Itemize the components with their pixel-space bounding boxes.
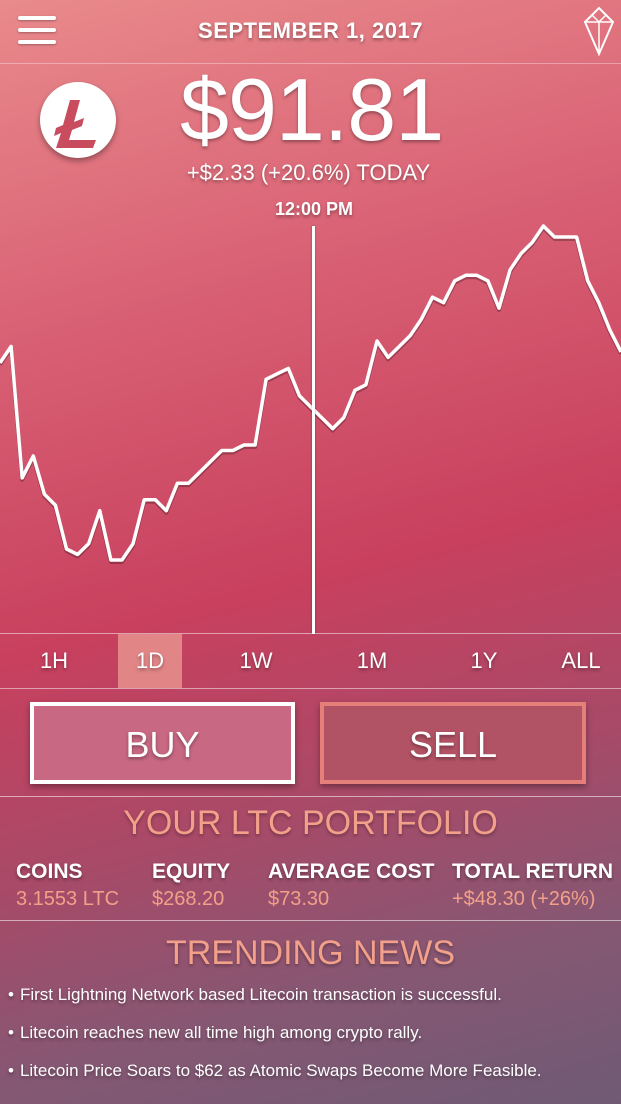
stat-label: EQUITY — [152, 860, 231, 883]
news-item[interactable]: Litecoin reaches new all time high among… — [8, 1023, 621, 1061]
price-series-line — [0, 224, 621, 562]
diamond-icon[interactable] — [583, 6, 615, 56]
stat-total-return: TOTAL RETURN +$48.30 (+26%) — [452, 860, 613, 911]
tab-1h[interactable]: 1H — [39, 648, 69, 673]
buy-button[interactable]: BUY — [30, 702, 295, 784]
price-change: +$2.33 (+20.6%) TODAY — [186, 160, 431, 185]
tab-1y[interactable]: 1Y — [470, 648, 498, 673]
stat-value: 3.1553 LTC — [16, 888, 120, 910]
stat-coins: COINS 3.1553 LTC — [16, 860, 119, 911]
news-item[interactable]: Litecoin Price Soars to $62 as Atomic Sw… — [8, 1061, 621, 1099]
selected-time-label: 12:00 PM — [274, 199, 354, 219]
price-chart[interactable] — [0, 220, 621, 634]
news-list: First Lightning Network based Litecoin t… — [8, 985, 621, 1099]
time-range-tabs: 1H 1D 1W 1M 1Y ALL — [0, 633, 621, 689]
stat-average-cost: AVERAGE COST $73.30 — [268, 860, 434, 911]
news-title: TRENDING NEWS — [166, 934, 455, 972]
stat-value: +$48.30 (+26%) — [452, 888, 596, 910]
tab-1m[interactable]: 1M — [356, 648, 388, 673]
current-price: $91.81 — [180, 60, 444, 159]
divider — [0, 920, 621, 921]
price-line-shadow — [0, 226, 621, 564]
chart-cursor-line[interactable] — [312, 226, 315, 634]
divider — [0, 796, 621, 797]
top-bar: SEPTEMBER 1, 2017 — [0, 0, 621, 64]
stat-label: AVERAGE COST — [268, 860, 435, 883]
date-label: SEPTEMBER 1, 2017 — [198, 18, 423, 43]
news-item[interactable]: First Lightning Network based Litecoin t… — [8, 985, 621, 1023]
sell-button[interactable]: SELL — [320, 702, 586, 784]
tab-all[interactable]: ALL — [561, 648, 601, 673]
stat-label: TOTAL RETURN — [452, 860, 613, 883]
stat-equity: EQUITY $268.20 — [152, 860, 230, 911]
stat-value: $268.20 — [152, 888, 225, 910]
litecoin-logo-icon — [40, 82, 116, 158]
stat-value: $73.30 — [268, 888, 330, 910]
stat-label: COINS — [16, 860, 83, 883]
portfolio-title: YOUR LTC PORTFOLIO — [123, 804, 498, 842]
tab-1d[interactable]: 1D — [118, 634, 182, 688]
tab-1w[interactable]: 1W — [239, 648, 273, 673]
hamburger-menu-icon[interactable] — [18, 16, 56, 46]
